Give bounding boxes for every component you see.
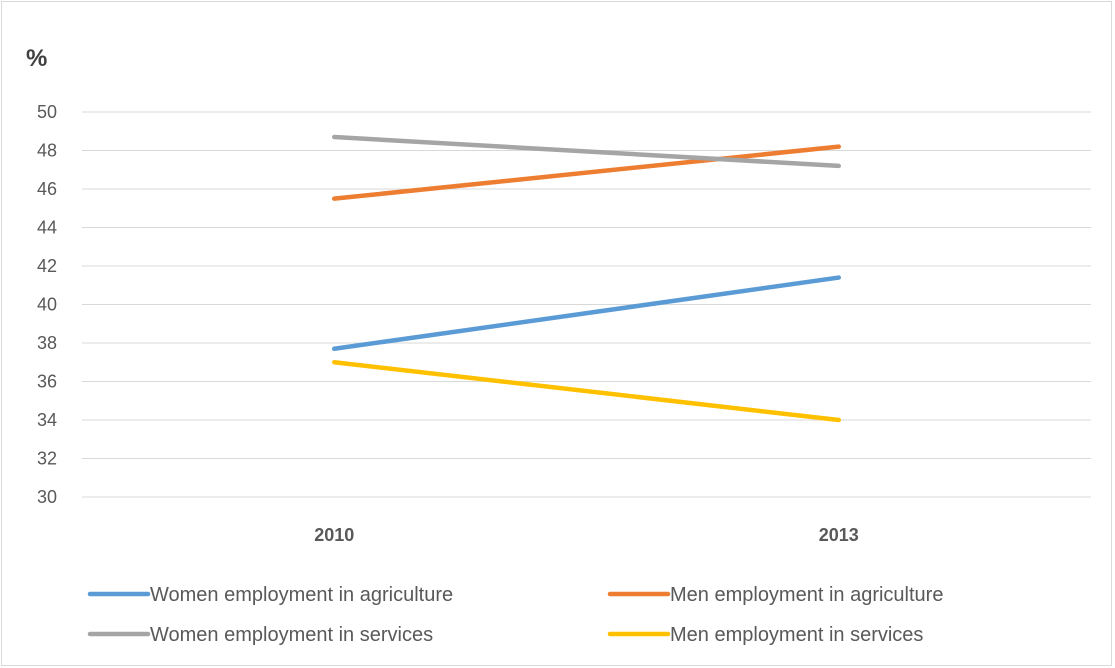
legend-item: Men employment in agriculture: [607, 584, 943, 606]
series-line-1: [332, 275, 841, 352]
legend-item: Men employment in services: [607, 624, 923, 646]
y-tick-label: 50: [37, 102, 57, 122]
y-tick-label: 46: [37, 179, 57, 199]
y-tick-label: 32: [37, 449, 57, 469]
gridlines: [82, 111, 1091, 498]
legend-label: Women employment in agriculture: [150, 584, 453, 606]
x-category-label: 2013: [819, 525, 859, 545]
legend-item: Women employment in agriculture: [87, 584, 453, 606]
legend: Women employment in agriculture Men emplo…: [87, 584, 943, 646]
y-tick-label: 42: [37, 256, 57, 276]
legend-label: Men employment in agriculture: [670, 584, 943, 606]
y-axis-ticks: 30 32 34 36 38 40 42 44 46 48 50: [37, 102, 57, 507]
legend-item: Women employment in services: [87, 624, 433, 646]
y-unit-label: %: [26, 45, 47, 72]
y-tick-label: 34: [37, 410, 57, 430]
y-tick-label: 44: [37, 218, 57, 238]
legend-label: Men employment in services: [670, 624, 923, 646]
series-line-2: [332, 144, 841, 201]
series-line-4: [332, 360, 841, 423]
series-line-3: [332, 134, 841, 169]
y-tick-label: 40: [37, 295, 57, 315]
legend-label: Women employment in services: [150, 624, 433, 646]
y-tick-label: 30: [37, 487, 57, 507]
x-category-label: 2010: [314, 525, 354, 545]
x-axis-categories: 2010 2013: [314, 525, 859, 545]
y-tick-label: 48: [37, 141, 57, 161]
y-tick-label: 38: [37, 333, 57, 353]
series-lines: [332, 134, 841, 423]
y-tick-label: 36: [37, 372, 57, 392]
